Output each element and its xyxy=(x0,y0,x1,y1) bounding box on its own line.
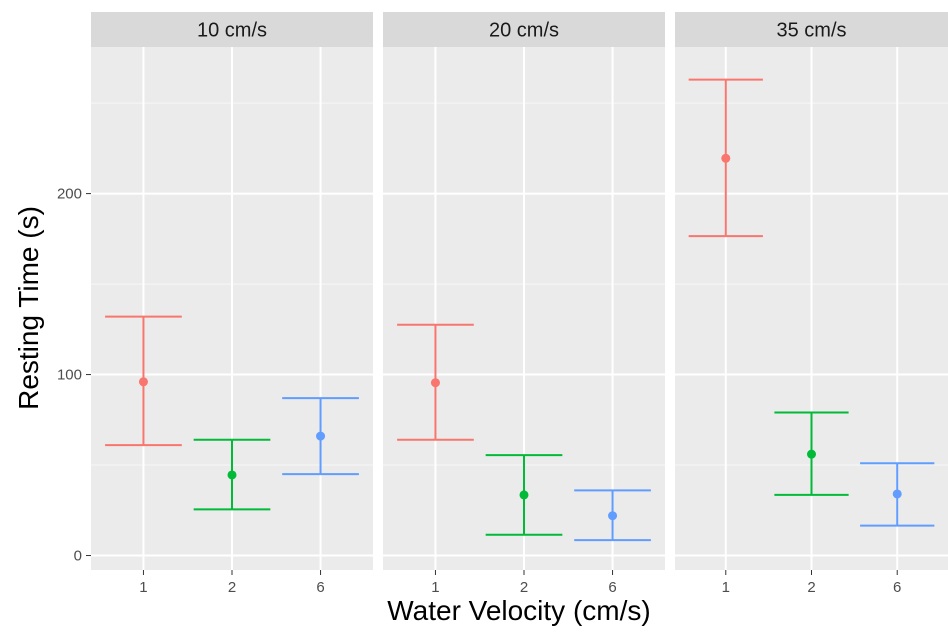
facet-strip xyxy=(675,12,948,47)
data-point xyxy=(227,470,237,480)
facet-strip xyxy=(91,12,373,47)
x-axis-title: Water Velocity (cm/s) xyxy=(387,595,650,626)
x-tick-label: 6 xyxy=(893,579,901,596)
x-tick-label: 2 xyxy=(228,579,236,596)
y-tick-label: 200 xyxy=(57,186,82,203)
x-tick-label: 6 xyxy=(608,579,616,596)
data-point xyxy=(892,489,902,499)
facet-strip-label: 35 cm/s xyxy=(776,20,846,42)
facet-strip xyxy=(383,12,665,47)
data-point xyxy=(721,153,731,163)
x-tick-label: 2 xyxy=(520,579,528,596)
x-tick-label: 1 xyxy=(431,579,439,596)
y-tick-label: 0 xyxy=(74,548,82,565)
y-tick-label: 100 xyxy=(57,367,82,384)
x-tick-label: 2 xyxy=(807,579,815,596)
facet-strip-label: 10 cm/s xyxy=(197,20,267,42)
data-point xyxy=(608,511,618,521)
data-point xyxy=(807,449,816,459)
x-tick-label: 1 xyxy=(722,579,730,596)
y-axis-title: Resting Time (s) xyxy=(13,206,44,410)
x-tick-label: 1 xyxy=(139,579,147,596)
data-point xyxy=(316,431,326,441)
facet-panel: 10 cm/s 1 2 6 xyxy=(91,12,373,596)
data-point xyxy=(138,377,148,387)
data-point xyxy=(430,378,440,388)
facet-panel: 35 cm/s 1 2 6 xyxy=(675,12,948,596)
data-point xyxy=(519,490,529,500)
facet-strip-label: 20 cm/s xyxy=(489,20,559,42)
facet-panel: 20 cm/s 1 2 6 xyxy=(383,12,665,596)
x-tick-label: 6 xyxy=(316,579,324,596)
